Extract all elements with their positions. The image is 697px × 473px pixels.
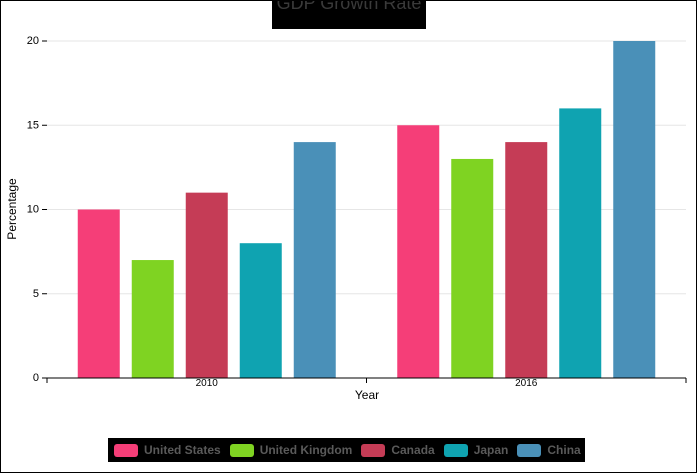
bar-canada-2016 bbox=[505, 142, 548, 378]
legend-label: United States bbox=[144, 443, 221, 457]
legend-item-united-kingdom[interactable]: United Kingdom bbox=[229, 443, 353, 457]
bar-china-2010 bbox=[293, 142, 336, 378]
legend-label: Japan bbox=[473, 443, 509, 457]
legend-swatch bbox=[443, 443, 468, 457]
y-tick-label: 5 bbox=[33, 288, 39, 300]
legend-item-japan[interactable]: Japan bbox=[443, 443, 509, 457]
legend-item-canada[interactable]: Canada bbox=[361, 443, 435, 457]
legend-label: Canada bbox=[391, 443, 435, 457]
legend-item-china[interactable]: China bbox=[517, 443, 581, 457]
x-tick-label: 2010 bbox=[196, 378, 219, 389]
y-tick-label: 0 bbox=[33, 372, 39, 384]
legend-swatch bbox=[517, 443, 542, 457]
y-tick-label: 20 bbox=[27, 35, 39, 47]
legend-item-united-states[interactable]: United States bbox=[114, 443, 221, 457]
chart-title-box: GDP Growth Rate bbox=[272, 0, 426, 29]
bars bbox=[77, 41, 656, 379]
legend-label: China bbox=[547, 443, 581, 457]
x-axis-title: Year bbox=[355, 388, 379, 402]
y-axis-title: Percentage bbox=[5, 178, 19, 240]
legend-swatch bbox=[114, 443, 138, 457]
legend-label: United Kingdom bbox=[259, 443, 353, 457]
bar-china-2016 bbox=[613, 41, 656, 378]
bar-japan-2016 bbox=[559, 108, 602, 379]
x-tick-label: 2016 bbox=[515, 378, 538, 389]
bar-united-kingdom-2016 bbox=[451, 158, 494, 378]
legend-swatch bbox=[229, 443, 254, 457]
bar-united-states-2010 bbox=[77, 209, 120, 378]
bar-united-states-2016 bbox=[397, 125, 440, 378]
bar-japan-2010 bbox=[239, 243, 282, 378]
axes: 0 5 10 15 20 2010 2016 bbox=[27, 35, 687, 389]
legend-swatch bbox=[361, 443, 386, 457]
chart-title: GDP Growth Rate bbox=[276, 0, 422, 13]
y-tick-label: 15 bbox=[27, 119, 39, 131]
bar-united-kingdom-2010 bbox=[131, 260, 174, 378]
legend: United States United Kingdom Canada Japan Ch… bbox=[108, 438, 585, 462]
bar-canada-2010 bbox=[185, 192, 228, 378]
y-tick-label: 10 bbox=[27, 204, 39, 216]
